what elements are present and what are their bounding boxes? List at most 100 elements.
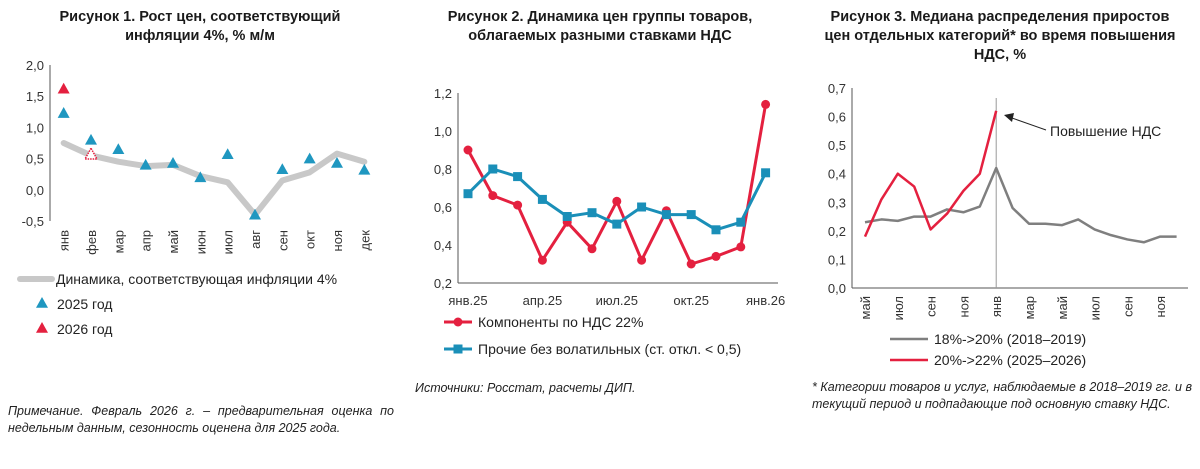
figure-2-title: Рисунок 2. Динамика цен группы товаров, … — [447, 9, 753, 44]
data-point-2026 — [57, 82, 70, 94]
y-tick-label: 1,5 — [26, 89, 44, 104]
figure-2-note: Источники: Росстат, расчеты ДИП. — [415, 381, 636, 395]
x-tick-label: июл — [221, 230, 236, 254]
data-point-2025 — [112, 143, 125, 155]
data-point-other — [711, 225, 721, 235]
y-tick-label: 1,2 — [434, 86, 452, 101]
legend-label: 18%->20% (2018–2019) — [934, 331, 1086, 347]
x-tick-label: июл.25 — [596, 293, 638, 308]
data-point-2025 — [331, 156, 343, 168]
figure-3-chart: 0,7 0,6 0,5 0,4 0,3 0,2 0,1 0,0 май июл сен ноя янв м… — [828, 81, 1188, 368]
x-tick-label: апр — [139, 230, 154, 252]
data-point-2025 — [194, 171, 207, 183]
x-tick-label: май — [166, 230, 181, 253]
y-tick-label: 0,4 — [434, 238, 452, 253]
data-point-2025 — [167, 156, 179, 168]
data-point-vat22 — [761, 99, 771, 109]
data-point-vat22 — [488, 191, 498, 201]
data-point-2026-estimate — [83, 146, 99, 160]
data-point-other — [562, 212, 572, 221]
data-point-vat22 — [537, 255, 547, 265]
x-tick-label: ноя — [1153, 296, 1168, 317]
data-point-other — [587, 208, 597, 218]
x-tick-label: июл — [1088, 296, 1103, 320]
legend-marker-2025 — [36, 297, 48, 308]
figure-1: Рисунок 1. Рост цен, соответствующий инф… — [0, 0, 400, 469]
x-tick-label: сен — [1120, 296, 1135, 317]
x-tick-label: ноя — [956, 296, 971, 317]
x-tick-label: янв — [989, 296, 1004, 317]
data-point-vat22 — [736, 242, 746, 252]
y-tick-label: 0,0 — [26, 183, 44, 198]
x-tick-label: авг — [248, 230, 263, 249]
legend-label: 20%->22% (2025–2026) — [934, 352, 1086, 368]
series-line-2025-2026 — [863, 110, 998, 238]
data-point-other — [761, 168, 771, 178]
x-tick-label: май — [858, 296, 873, 319]
x-tick-label: июн — [193, 230, 208, 254]
x-tick-label: дек — [357, 230, 372, 251]
data-point-other — [736, 217, 746, 227]
data-point-vat22 — [637, 255, 647, 265]
data-point-vat22 — [513, 200, 523, 210]
legend-label: 2026 год — [57, 321, 112, 337]
data-point-other — [463, 189, 473, 199]
series-line-2018-2019 — [864, 166, 1177, 244]
data-point-other — [612, 219, 622, 229]
y-tick-label: 2,0 — [26, 58, 44, 73]
figure-2-chart: 1,2 1,0 0,8 0,6 0,4 0,2 янв.25 апр.25 июл.25 окт.… — [434, 86, 785, 357]
data-point-other — [488, 164, 498, 174]
x-tick-label: окт — [303, 230, 318, 249]
data-point-2025 — [85, 133, 97, 145]
annotation-label: Повышение НДС — [1050, 123, 1161, 139]
data-point-vat22 — [686, 259, 696, 269]
y-tick-label: 0,3 — [828, 195, 846, 210]
legend-marker-2026 — [36, 322, 48, 333]
data-point-vat22 — [612, 196, 622, 206]
data-point-other — [661, 210, 671, 220]
data-point-other — [513, 172, 523, 182]
data-point-2025 — [276, 163, 289, 175]
data-point-vat22 — [587, 244, 597, 254]
y-tick-label: 0,5 — [828, 138, 846, 153]
legend-marker-other — [453, 344, 463, 354]
figure-1-note: Примечание. Февраль 2026 г. – предварите… — [8, 404, 394, 435]
y-tick-label: 0,0 — [828, 281, 846, 296]
x-tick-label: сен — [924, 296, 939, 317]
x-tick-label: янв.25 — [448, 293, 487, 308]
data-point-2025 — [221, 148, 234, 160]
figure-2: Рисунок 2. Динамика цен группы товаров, … — [400, 0, 800, 469]
x-tick-label: мар — [111, 230, 126, 253]
legend-label: Компоненты по НДС 22% — [478, 314, 643, 330]
series-line-vat22 — [466, 104, 768, 266]
y-tick-label: 0,6 — [828, 110, 846, 125]
y-tick-label: 0,5 — [26, 152, 44, 167]
annotation-arrow — [1011, 117, 1047, 131]
y-tick-label: 0,8 — [434, 162, 452, 177]
x-tick-label: янв — [57, 230, 72, 251]
y-tick-label: 0,7 — [828, 81, 846, 96]
y-tick-label: 1,0 — [434, 124, 452, 139]
figure-3: Рисунок 3. Медиана распределения прирост… — [800, 0, 1200, 469]
data-point-2025 — [303, 152, 316, 164]
x-tick-label: июл — [891, 296, 906, 320]
legend-label: Динамика, соответствующая инфляции 4% — [56, 271, 337, 287]
legend-marker-vat22 — [453, 317, 463, 327]
x-tick-label: окт.25 — [673, 293, 709, 308]
annotation-arrowhead — [1004, 113, 1014, 122]
y-tick-label: 0,2 — [828, 224, 846, 239]
legend-label: 2025 год — [57, 296, 112, 312]
x-tick-label: апр.25 — [523, 293, 563, 308]
data-point-2025 — [249, 208, 261, 220]
y-tick-label: -0,5 — [22, 214, 44, 229]
data-point-vat22 — [463, 145, 473, 155]
y-tick-label: 1,0 — [26, 120, 44, 135]
y-tick-label: 0,6 — [434, 200, 452, 215]
y-tick-label: 0,1 — [828, 252, 846, 267]
data-point-other — [686, 210, 696, 220]
figure-1-title: Рисунок 1. Рост цен, соответствующий инф… — [59, 9, 341, 44]
x-tick-label: янв.26 — [746, 293, 785, 308]
x-tick-label: сен — [275, 230, 290, 251]
data-point-vat22 — [711, 251, 721, 261]
data-point-2025 — [358, 163, 371, 175]
